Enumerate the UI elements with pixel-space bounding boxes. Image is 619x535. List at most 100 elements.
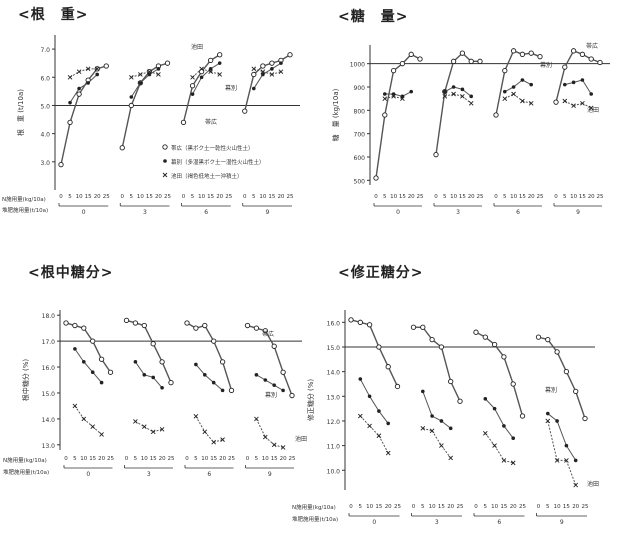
x-tick-label: 20 — [588, 194, 595, 200]
series-segment — [503, 356, 514, 385]
series-segment — [555, 66, 566, 103]
panel-title-adjusted-sugar: <修正糖分> — [338, 265, 424, 281]
data-point-cross — [385, 450, 391, 456]
data-point-cross — [254, 416, 259, 422]
x-tick-label: 10 — [390, 194, 397, 200]
data-point-open — [202, 322, 208, 329]
data-point-cross — [90, 424, 96, 429]
series-segment — [264, 330, 275, 347]
data-point-cross — [262, 434, 268, 440]
data-point-cross — [376, 433, 382, 439]
data-point-cross — [439, 443, 444, 448]
data-point-cross — [128, 74, 134, 80]
series-segment — [504, 93, 514, 100]
data-point-cross — [251, 66, 257, 72]
data-point-cross — [545, 418, 551, 424]
data-point-cross — [420, 426, 426, 431]
group-label: 3 — [143, 209, 147, 216]
y-tick-label: 14.0 — [42, 417, 56, 424]
data-point-open — [473, 329, 479, 335]
y-tick-label: 7.0 — [40, 47, 50, 54]
y-tick-label: 900 — [354, 85, 366, 92]
x-tick-label: 5 — [484, 504, 488, 510]
data-point-open — [150, 341, 156, 347]
data-point-filled — [421, 389, 425, 394]
data-point-cross — [400, 96, 405, 101]
x-tick-label: 15 — [210, 456, 217, 462]
series-segment — [384, 70, 395, 116]
x-tick-label: 0 — [537, 504, 541, 510]
data-point-cross — [511, 91, 516, 97]
series-segment — [575, 391, 586, 419]
data-point-filled — [520, 78, 525, 82]
data-point-open — [76, 91, 82, 97]
series-segment — [564, 100, 574, 107]
series-segment — [378, 435, 389, 454]
data-point-open — [390, 68, 397, 74]
data-point-open — [554, 349, 560, 355]
data-point-open — [519, 413, 526, 419]
data-point-filled — [203, 373, 207, 377]
data-point-open — [385, 364, 391, 370]
data-point-filled — [252, 86, 256, 91]
y-tick-label: 18.0 — [42, 313, 56, 320]
annotation-label: 帯広 — [586, 42, 598, 50]
data-point-filled — [281, 388, 285, 393]
data-point-filled — [73, 347, 77, 351]
series-segment — [368, 324, 380, 348]
data-point-open — [438, 344, 445, 350]
series-segment — [152, 377, 163, 389]
x-tick-label: 5 — [359, 504, 363, 510]
series-segment — [512, 383, 524, 417]
data-point-filled — [261, 72, 265, 77]
series-segment — [78, 68, 89, 73]
data-point-cross — [520, 98, 525, 104]
series-segment — [92, 371, 102, 383]
series-segment — [204, 325, 215, 342]
data-point-open — [491, 341, 498, 348]
data-point-cross — [99, 432, 104, 437]
data-point-cross — [81, 416, 87, 422]
x-tick-label: 15 — [563, 504, 570, 510]
data-point-filled — [82, 360, 86, 364]
x-tick-label: 0 — [182, 194, 186, 200]
x-tick-label: 10 — [137, 194, 144, 200]
data-point-open — [58, 161, 64, 168]
x-tick-label: 25 — [519, 504, 526, 510]
y-tick-label: 1000 — [350, 62, 365, 69]
x-tick-label: 20 — [280, 456, 287, 462]
data-point-open — [373, 175, 379, 181]
x-tick-label: 25 — [103, 194, 110, 200]
series-segment — [201, 68, 211, 73]
x-tick-label: 20 — [468, 194, 475, 200]
x-tick-label: 10 — [198, 194, 205, 200]
series-segment — [262, 71, 273, 75]
data-point-open — [211, 338, 217, 344]
series-segment — [565, 371, 577, 392]
series-segment — [556, 351, 568, 372]
series-segment — [422, 391, 433, 417]
data-point-filled — [377, 409, 381, 413]
data-point-open — [269, 60, 275, 66]
data-point-filled — [220, 388, 225, 393]
series-segment — [422, 427, 433, 432]
data-point-open — [141, 322, 147, 329]
data-point-open — [528, 50, 534, 56]
x-tick-label: 0 — [554, 194, 558, 200]
annotation-label: 池田 — [295, 435, 307, 443]
data-point-open — [90, 338, 96, 344]
series-segment — [484, 398, 495, 409]
x-tick-label: 25 — [164, 194, 171, 200]
y-tick-label: 16.0 — [42, 365, 56, 372]
x-tick-label: 25 — [228, 456, 235, 462]
series-segment — [182, 85, 194, 123]
data-point-open — [537, 54, 543, 60]
data-point-open — [457, 398, 463, 404]
group-label: 0 — [372, 519, 376, 526]
series-segment — [450, 381, 461, 402]
series-segment — [121, 105, 132, 148]
x-tick-label: 5 — [191, 194, 195, 200]
data-point-filled — [430, 414, 434, 418]
y-tick-label: 17.0 — [42, 339, 56, 346]
